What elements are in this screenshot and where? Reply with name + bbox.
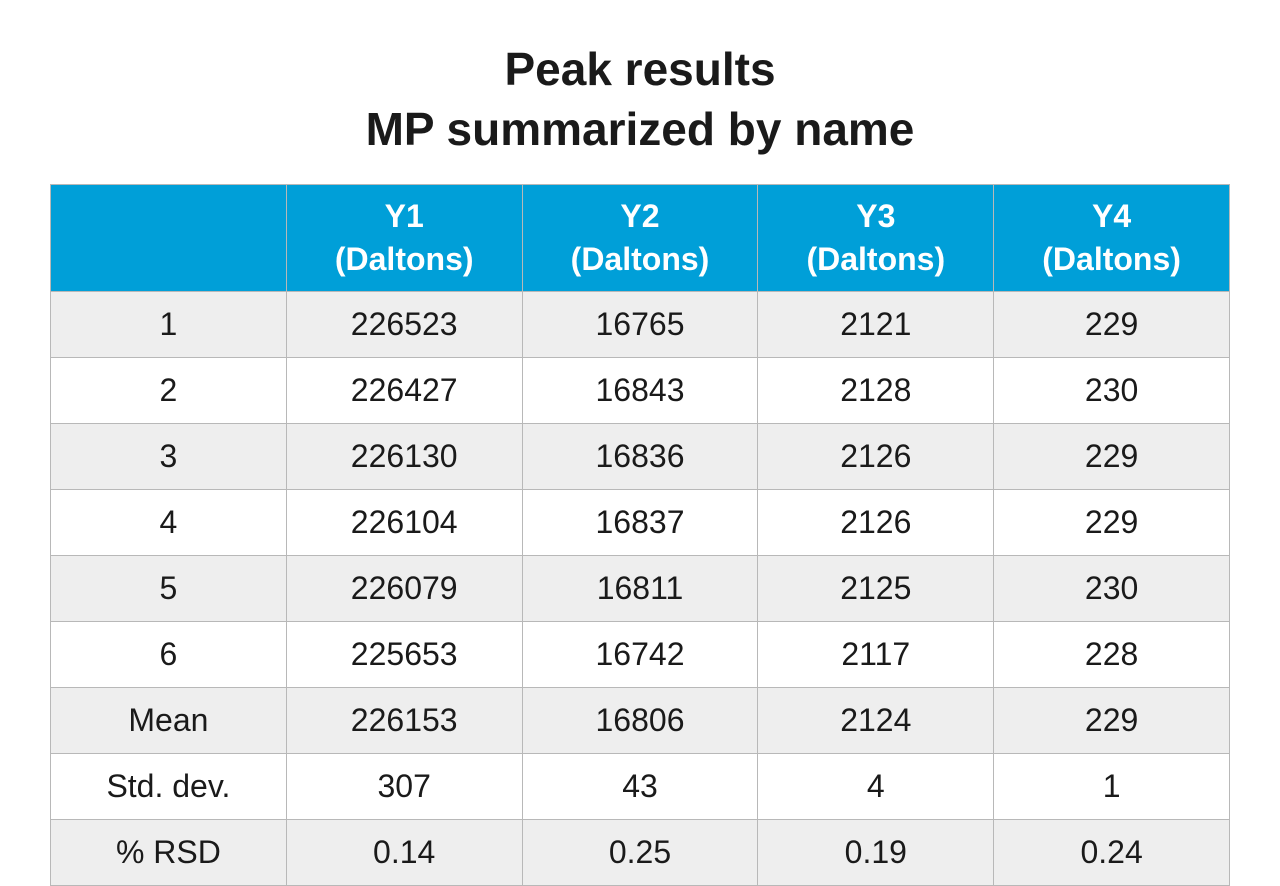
table-row: Std. dev. 307 43 4 1 [51,753,1230,819]
table-row: 1 226523 16765 2121 229 [51,291,1230,357]
title-line-1: Peak results [50,40,1230,100]
row-y4: 229 [994,423,1230,489]
table-row: % RSD 0.14 0.25 0.19 0.24 [51,819,1230,885]
row-y4: 229 [994,489,1230,555]
row-y2: 16836 [522,423,758,489]
row-label: 4 [51,489,287,555]
peak-results-table: Y1 (Daltons) Y2 (Daltons) Y3 (Daltons) Y… [50,184,1230,886]
row-y3: 2126 [758,423,994,489]
row-y1: 226079 [286,555,522,621]
header-y3-bottom: (Daltons) [806,241,945,277]
header-y4-top: Y4 [1092,198,1131,234]
row-y1: 226130 [286,423,522,489]
header-blank [51,184,287,291]
row-y1: 226153 [286,687,522,753]
table-row: 5 226079 16811 2125 230 [51,555,1230,621]
row-y1: 0.14 [286,819,522,885]
header-y3-top: Y3 [856,198,895,234]
row-y4: 229 [994,291,1230,357]
table-row: 6 225653 16742 2117 228 [51,621,1230,687]
row-y1: 225653 [286,621,522,687]
row-label: Mean [51,687,287,753]
header-y4: Y4 (Daltons) [994,184,1230,291]
table-header-row: Y1 (Daltons) Y2 (Daltons) Y3 (Daltons) Y… [51,184,1230,291]
row-label: 1 [51,291,287,357]
table-row: 3 226130 16836 2126 229 [51,423,1230,489]
row-y1: 226523 [286,291,522,357]
row-y2: 16806 [522,687,758,753]
row-y3: 2126 [758,489,994,555]
row-y3: 2121 [758,291,994,357]
row-y4: 229 [994,687,1230,753]
row-y1: 226427 [286,357,522,423]
header-y4-bottom: (Daltons) [1042,241,1181,277]
row-y3: 4 [758,753,994,819]
header-y1-top: Y1 [385,198,424,234]
row-y4: 230 [994,357,1230,423]
header-y1-bottom: (Daltons) [335,241,474,277]
row-label: % RSD [51,819,287,885]
row-y2: 43 [522,753,758,819]
row-label: 2 [51,357,287,423]
row-label: 5 [51,555,287,621]
header-y1: Y1 (Daltons) [286,184,522,291]
row-y3: 2117 [758,621,994,687]
row-y3: 0.19 [758,819,994,885]
row-y2: 16843 [522,357,758,423]
row-y2: 16742 [522,621,758,687]
header-y2: Y2 (Daltons) [522,184,758,291]
row-y3: 2125 [758,555,994,621]
row-label: 3 [51,423,287,489]
title-line-2: MP summarized by name [50,100,1230,160]
row-y4: 1 [994,753,1230,819]
row-y2: 16765 [522,291,758,357]
row-label: Std. dev. [51,753,287,819]
row-y1: 307 [286,753,522,819]
page-title: Peak results MP summarized by name [50,40,1230,160]
header-y2-top: Y2 [620,198,659,234]
table-row: 4 226104 16837 2126 229 [51,489,1230,555]
row-y3: 2124 [758,687,994,753]
row-y4: 230 [994,555,1230,621]
header-y3: Y3 (Daltons) [758,184,994,291]
row-y4: 228 [994,621,1230,687]
header-y2-bottom: (Daltons) [571,241,710,277]
row-y2: 16837 [522,489,758,555]
row-y4: 0.24 [994,819,1230,885]
row-y2: 16811 [522,555,758,621]
table-row: 2 226427 16843 2128 230 [51,357,1230,423]
row-y1: 226104 [286,489,522,555]
table-row: Mean 226153 16806 2124 229 [51,687,1230,753]
row-y2: 0.25 [522,819,758,885]
row-label: 6 [51,621,287,687]
row-y3: 2128 [758,357,994,423]
